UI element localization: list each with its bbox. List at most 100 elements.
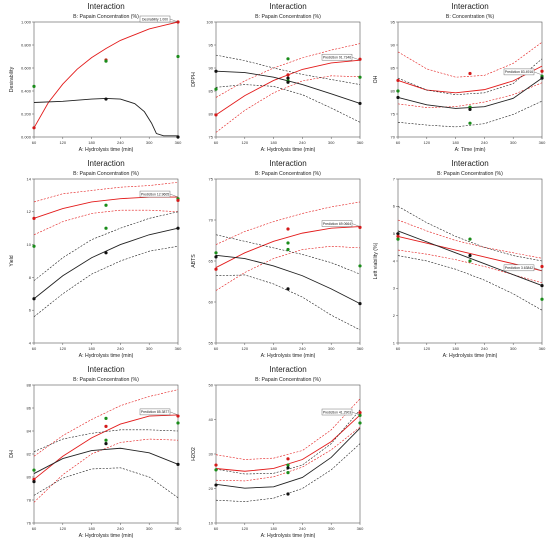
x-tick-label: 180 xyxy=(270,526,277,531)
data-point xyxy=(176,198,180,202)
data-point xyxy=(286,492,290,496)
y-tick-label: 20 xyxy=(209,486,214,491)
series-line-low xyxy=(33,447,179,474)
x-tick-label: 240 xyxy=(117,346,124,351)
y-tick-label: 55 xyxy=(209,340,214,345)
x-tick-label: 300 xyxy=(328,346,335,351)
data-point xyxy=(214,483,218,487)
data-point xyxy=(468,71,472,76)
x-tick-label: 300 xyxy=(146,140,153,145)
data-point xyxy=(286,457,290,461)
data-point xyxy=(214,468,218,472)
chart-subtitle: B: Papain Concentration (%) xyxy=(73,14,139,20)
y-tick-label: 10 xyxy=(209,520,214,525)
data-point xyxy=(104,416,108,420)
data-point xyxy=(214,251,218,255)
y-tick-label: 50 xyxy=(209,382,214,387)
chart-subtitle: B: Papain Concentration (%) xyxy=(437,171,503,177)
y-tick-label: 10 xyxy=(27,242,32,247)
interaction-chart-5: Interaction B: Papain Concentration (%) 60… xyxy=(191,159,364,359)
data-point xyxy=(540,69,544,73)
prediction-label: Prediction 83.4916 xyxy=(505,70,533,74)
interaction-chart-7: Interaction B: Papain Concentration (%) 60… xyxy=(9,365,182,539)
series-line-ci-high xyxy=(397,82,543,108)
series-line-ci-low xyxy=(397,100,543,128)
y-axis-label: OH xyxy=(373,75,379,83)
chart-title: Interaction xyxy=(451,159,488,168)
prediction-label: Prediction 91.7346 xyxy=(323,55,351,59)
y-tick-label: 1 xyxy=(393,340,396,345)
data-point xyxy=(286,57,290,61)
x-axis-label: A: Hydrolysis time (min) xyxy=(261,533,316,539)
chart-title: Interaction xyxy=(269,365,306,374)
data-point xyxy=(286,287,290,291)
data-point xyxy=(286,76,290,80)
data-point xyxy=(104,97,108,101)
chart-subtitle: B: Papain Concentration (%) xyxy=(255,171,321,177)
data-point xyxy=(32,84,36,88)
series-line-ci-high xyxy=(215,43,361,98)
prediction-flag xyxy=(139,408,171,416)
data-point xyxy=(286,80,290,84)
chart-title: Interaction xyxy=(269,159,306,168)
y-tick-label: 6 xyxy=(29,308,32,313)
chart-subtitle: B: Papain Concentration (%) xyxy=(73,377,139,383)
interaction-chart-1: Interaction B: Papain Concentration (%) 60… xyxy=(9,2,182,153)
series-line-high xyxy=(215,59,361,116)
data-point xyxy=(396,95,400,100)
y-tick-label: 70 xyxy=(391,134,396,139)
x-tick-label: 300 xyxy=(510,346,517,351)
y-tick-label: 85 xyxy=(391,65,396,70)
y-tick-label: 0.000 xyxy=(21,134,32,139)
interaction-chart-2: Interaction B: Papain Concentration (%) 60… xyxy=(191,2,364,153)
x-tick-label: 120 xyxy=(241,140,248,145)
data-point xyxy=(176,421,180,425)
data-point xyxy=(358,302,362,306)
data-point xyxy=(468,121,472,125)
series-line-ci-high xyxy=(33,209,179,236)
x-tick-label: 300 xyxy=(510,140,517,145)
data-point xyxy=(358,101,362,106)
x-tick-label: 300 xyxy=(146,526,153,531)
x-axis-label: A: Hydrolysis time (min) xyxy=(79,533,134,539)
x-tick-label: 240 xyxy=(481,140,488,145)
x-axis-label: A: Hydrolysis time (min) xyxy=(261,353,316,359)
x-tick-label: 60 xyxy=(214,526,219,531)
y-tick-label: 95 xyxy=(391,19,396,24)
x-tick-label: 360 xyxy=(175,346,182,351)
data-point xyxy=(104,59,108,63)
series-line-ci-high xyxy=(397,41,543,78)
data-point xyxy=(104,226,108,230)
x-axis-label: A: Hydrolysis time (min) xyxy=(79,353,134,359)
series-line-high xyxy=(215,414,361,472)
x-axis-label: A: Hydrolysis time (min) xyxy=(443,353,498,359)
y-tick-label: 60 xyxy=(209,299,214,304)
x-tick-label: 300 xyxy=(328,526,335,531)
series-line-low xyxy=(215,254,361,305)
y-tick-label: 0.400 xyxy=(21,88,32,93)
data-point xyxy=(286,241,290,245)
x-tick-label: 120 xyxy=(59,526,66,531)
y-tick-label: 30 xyxy=(209,451,214,456)
data-point xyxy=(104,203,108,207)
x-tick-label: 180 xyxy=(270,346,277,351)
x-tick-label: 240 xyxy=(117,140,124,145)
x-tick-label: 240 xyxy=(117,526,124,531)
series-line-high xyxy=(33,21,179,129)
data-point xyxy=(286,471,290,475)
y-tick-label: 75 xyxy=(391,111,396,116)
x-tick-label: 240 xyxy=(481,346,488,351)
series-line-ci-low xyxy=(397,206,543,262)
y-tick-label: 1.000 xyxy=(21,19,32,24)
data-point xyxy=(358,57,362,61)
data-point xyxy=(104,442,108,446)
x-axis-label: A: Time (min) xyxy=(455,147,486,153)
series-line-ci-high xyxy=(215,245,361,291)
y-tick-label: 12 xyxy=(27,209,32,214)
y-tick-label: 76 xyxy=(27,520,32,525)
series-line-ci-low xyxy=(33,467,179,498)
y-tick-label: 3 xyxy=(393,286,396,291)
y-tick-label: 70 xyxy=(209,217,214,222)
series-line-high xyxy=(33,414,179,480)
y-axis-label: Desirability xyxy=(9,66,15,92)
